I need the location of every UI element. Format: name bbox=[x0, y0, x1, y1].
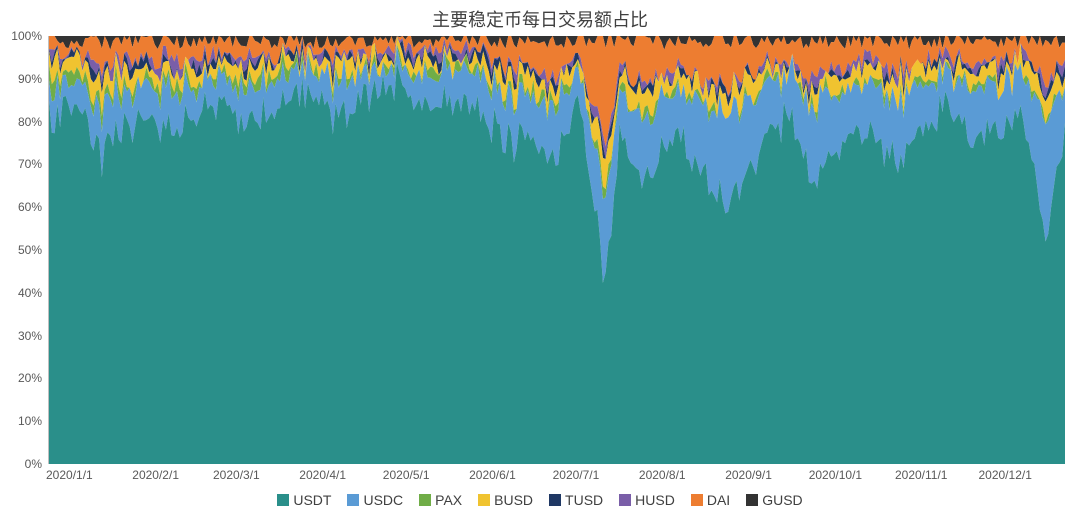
legend-item: USDC bbox=[347, 492, 403, 508]
chart-frame: { "chart": { "type": "stacked-area-100pc… bbox=[0, 0, 1080, 527]
legend-swatch bbox=[419, 494, 431, 506]
y-tick-label: 70% bbox=[18, 157, 42, 171]
legend: USDT USDC PAX BUSD TUSD HUSD DAI GUSD bbox=[0, 492, 1080, 508]
x-tick-label: 2020/8/1 bbox=[639, 468, 686, 482]
legend-swatch bbox=[347, 494, 359, 506]
x-tick-label: 2020/1/1 bbox=[46, 468, 93, 482]
legend-item: HUSD bbox=[619, 492, 675, 508]
y-tick-label: 80% bbox=[18, 115, 42, 129]
y-tick-label: 50% bbox=[18, 243, 42, 257]
x-tick-label: 2020/2/1 bbox=[132, 468, 179, 482]
y-tick-label: 0% bbox=[25, 457, 42, 471]
legend-item: DAI bbox=[691, 492, 730, 508]
y-tick-label: 20% bbox=[18, 371, 42, 385]
x-tick-label: 2020/9/1 bbox=[725, 468, 772, 482]
x-tick-label: 2020/3/1 bbox=[213, 468, 260, 482]
x-tick-label: 2020/12/1 bbox=[978, 468, 1031, 482]
legend-swatch bbox=[691, 494, 703, 506]
chart-title: 主要稳定币每日交易额占比 bbox=[0, 6, 1080, 32]
stacked-area-svg bbox=[49, 36, 1065, 464]
y-tick-label: 60% bbox=[18, 200, 42, 214]
plot-area bbox=[48, 36, 1064, 464]
legend-swatch bbox=[277, 494, 289, 506]
x-tick-label: 2020/6/1 bbox=[469, 468, 516, 482]
y-tick-label: 30% bbox=[18, 329, 42, 343]
legend-item: GUSD bbox=[746, 492, 802, 508]
legend-swatch bbox=[619, 494, 631, 506]
legend-swatch bbox=[549, 494, 561, 506]
legend-item: USDT bbox=[277, 492, 331, 508]
legend-item: TUSD bbox=[549, 492, 603, 508]
legend-item: PAX bbox=[419, 492, 462, 508]
y-tick-label: 100% bbox=[11, 29, 42, 43]
x-tick-label: 2020/4/1 bbox=[299, 468, 346, 482]
y-tick-label: 90% bbox=[18, 72, 42, 86]
legend-item: BUSD bbox=[478, 492, 533, 508]
x-tick-label: 2020/7/1 bbox=[553, 468, 600, 482]
x-tick-label: 2020/5/1 bbox=[383, 468, 430, 482]
x-tick-label: 2020/10/1 bbox=[809, 468, 862, 482]
legend-swatch bbox=[478, 494, 490, 506]
legend-swatch bbox=[746, 494, 758, 506]
x-tick-label: 2020/11/1 bbox=[895, 468, 948, 482]
y-tick-label: 10% bbox=[18, 414, 42, 428]
y-tick-label: 40% bbox=[18, 286, 42, 300]
